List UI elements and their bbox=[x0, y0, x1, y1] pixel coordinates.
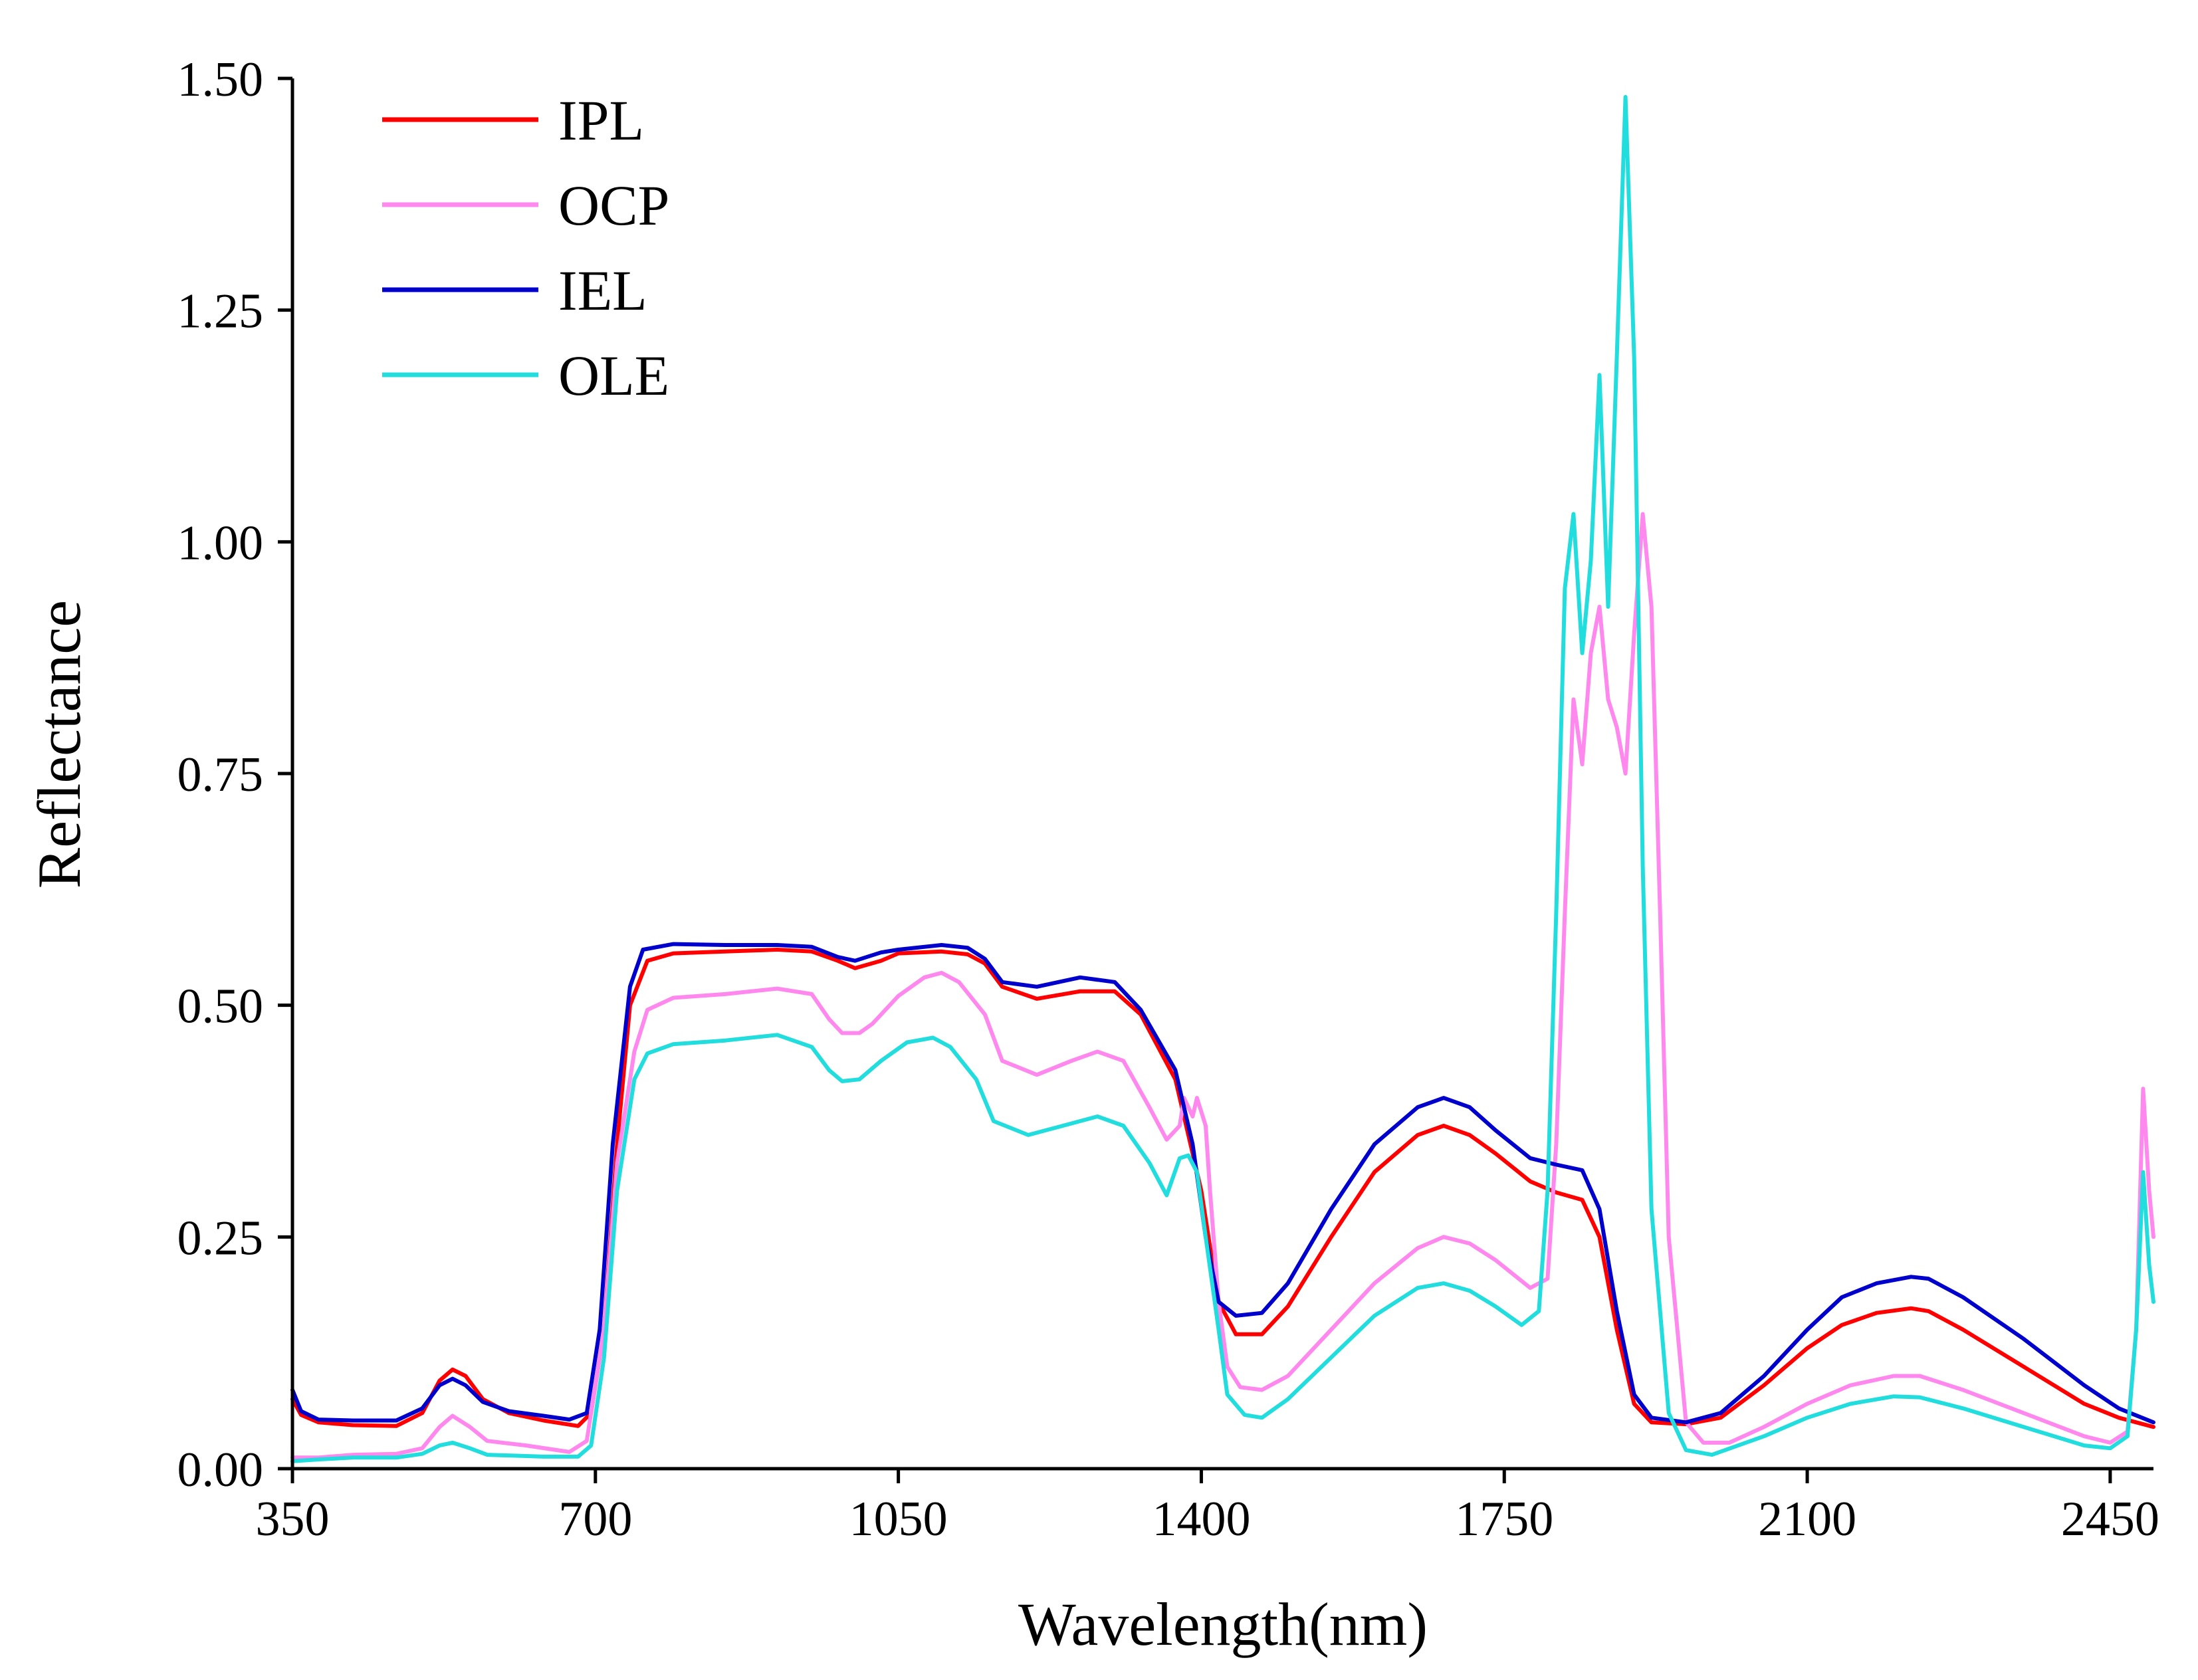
series-line-iel bbox=[290, 942, 2155, 1425]
x-tick-label: 1750 bbox=[1455, 1492, 1553, 1546]
x-tick-label: 700 bbox=[558, 1492, 632, 1546]
x-tick-label: 2450 bbox=[2061, 1492, 2159, 1546]
x-tick-label: 1400 bbox=[1152, 1492, 1250, 1546]
series-line-ocp bbox=[290, 512, 2155, 1460]
x-axis-title: Wavelength(nm) bbox=[1018, 1590, 1428, 1658]
y-tick-label: 1.00 bbox=[177, 516, 264, 570]
x-tick-label: 1050 bbox=[849, 1492, 948, 1546]
x-tick-label: 2100 bbox=[1758, 1492, 1856, 1546]
plot-area: 0.00 0.25 0.50 0.75 1.00 1.25 1.50 350 700 1050 1… bbox=[177, 52, 2159, 1546]
y-tick-label: 1.25 bbox=[177, 284, 264, 339]
legend-label-ipl: IPL bbox=[558, 88, 644, 152]
legend-label-iel: IEL bbox=[558, 259, 647, 322]
y-tick-label: 1.50 bbox=[177, 52, 264, 107]
series-layer bbox=[290, 94, 2155, 1463]
x-tick-label: 350 bbox=[256, 1492, 330, 1546]
y-axis-title: Reflectance bbox=[25, 600, 93, 889]
series-line-ole bbox=[290, 94, 2155, 1463]
y-ticks: 0.00 0.25 0.50 0.75 1.00 1.25 1.50 bbox=[177, 52, 292, 1497]
y-tick-label: 0.00 bbox=[177, 1443, 264, 1497]
legend: IPL OCP IEL OLE bbox=[382, 88, 669, 407]
legend-label-ocp: OCP bbox=[558, 173, 669, 237]
y-tick-label: 0.75 bbox=[177, 748, 264, 802]
series-line-ipl bbox=[290, 948, 2155, 1429]
y-tick-label: 0.50 bbox=[177, 980, 264, 1034]
y-tick-label: 0.25 bbox=[177, 1211, 264, 1265]
x-ticks: 350 700 1050 1400 1750 2100 2450 bbox=[256, 1469, 2159, 1546]
legend-label-ole: OLE bbox=[558, 344, 669, 407]
